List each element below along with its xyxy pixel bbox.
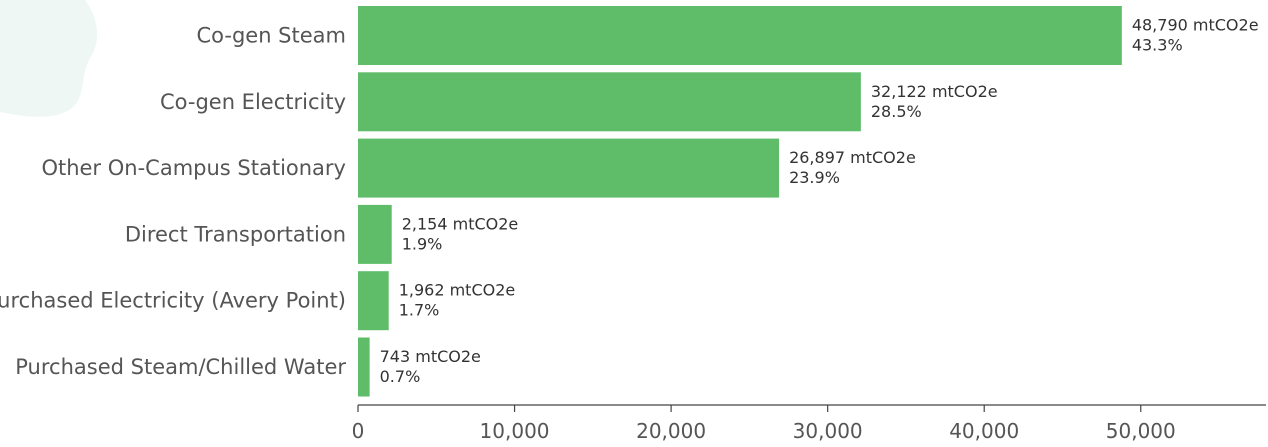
value-label-other-on-campus-stationary: 26,897 mtCO2e (789, 148, 916, 167)
category-label-co-gen-electricity: Co-gen Electricity (160, 90, 346, 114)
value-label-co-gen-electricity: 32,122 mtCO2e (871, 82, 998, 101)
value-label-purchased-electricity-avery-point: 1,962 mtCO2e (399, 281, 516, 300)
bar-co-gen-electricity (358, 72, 861, 132)
category-label-co-gen-steam: Co-gen Steam (196, 24, 346, 48)
percent-label-purchased-steam-chilled-water: 0.7% (380, 367, 421, 386)
x-tick-label: 10,000 (480, 419, 550, 443)
bar-direct-transportation (358, 204, 392, 264)
x-tick-label: 20,000 (636, 419, 706, 443)
category-label-other-on-campus-stationary: Other On-Campus Stationary (41, 156, 346, 180)
percent-label-other-on-campus-stationary: 23.9% (789, 168, 840, 187)
x-axis: 0 10,000 20,000 30,000 40,000 50,000 (352, 404, 1266, 443)
percent-label-direct-transportation: 1.9% (402, 234, 443, 253)
bars-layer (358, 6, 1122, 397)
bar-co-gen-steam (358, 6, 1122, 65)
category-label-direct-transportation: Direct Transportation (125, 222, 346, 246)
x-tick-label: 50,000 (1106, 419, 1176, 443)
value-label-co-gen-steam: 48,790 mtCO2e (1132, 16, 1259, 35)
x-tick-label: 30,000 (793, 419, 863, 443)
category-label-purchased-electricity-avery-point: Purchased Electricity (Avery Point) (0, 289, 346, 313)
value-label-direct-transportation: 2,154 mtCO2e (402, 214, 519, 233)
category-label-purchased-steam-chilled-water: Purchased Steam/Chilled Water (15, 355, 346, 379)
x-tick-label: 0 (352, 419, 365, 443)
decorative-background-shape (0, 0, 98, 117)
x-tick-label: 40,000 (949, 419, 1019, 443)
bar-other-on-campus-stationary (358, 138, 780, 198)
percent-label-purchased-electricity-avery-point: 1.7% (399, 301, 440, 320)
value-label-purchased-steam-chilled-water: 743 mtCO2e (380, 347, 481, 366)
bar-purchased-electricity-avery-point (358, 271, 389, 331)
percent-label-co-gen-electricity: 28.5% (871, 102, 922, 121)
bar-purchased-steam-chilled-water (358, 337, 370, 397)
percent-label-co-gen-steam: 43.3% (1132, 36, 1183, 55)
